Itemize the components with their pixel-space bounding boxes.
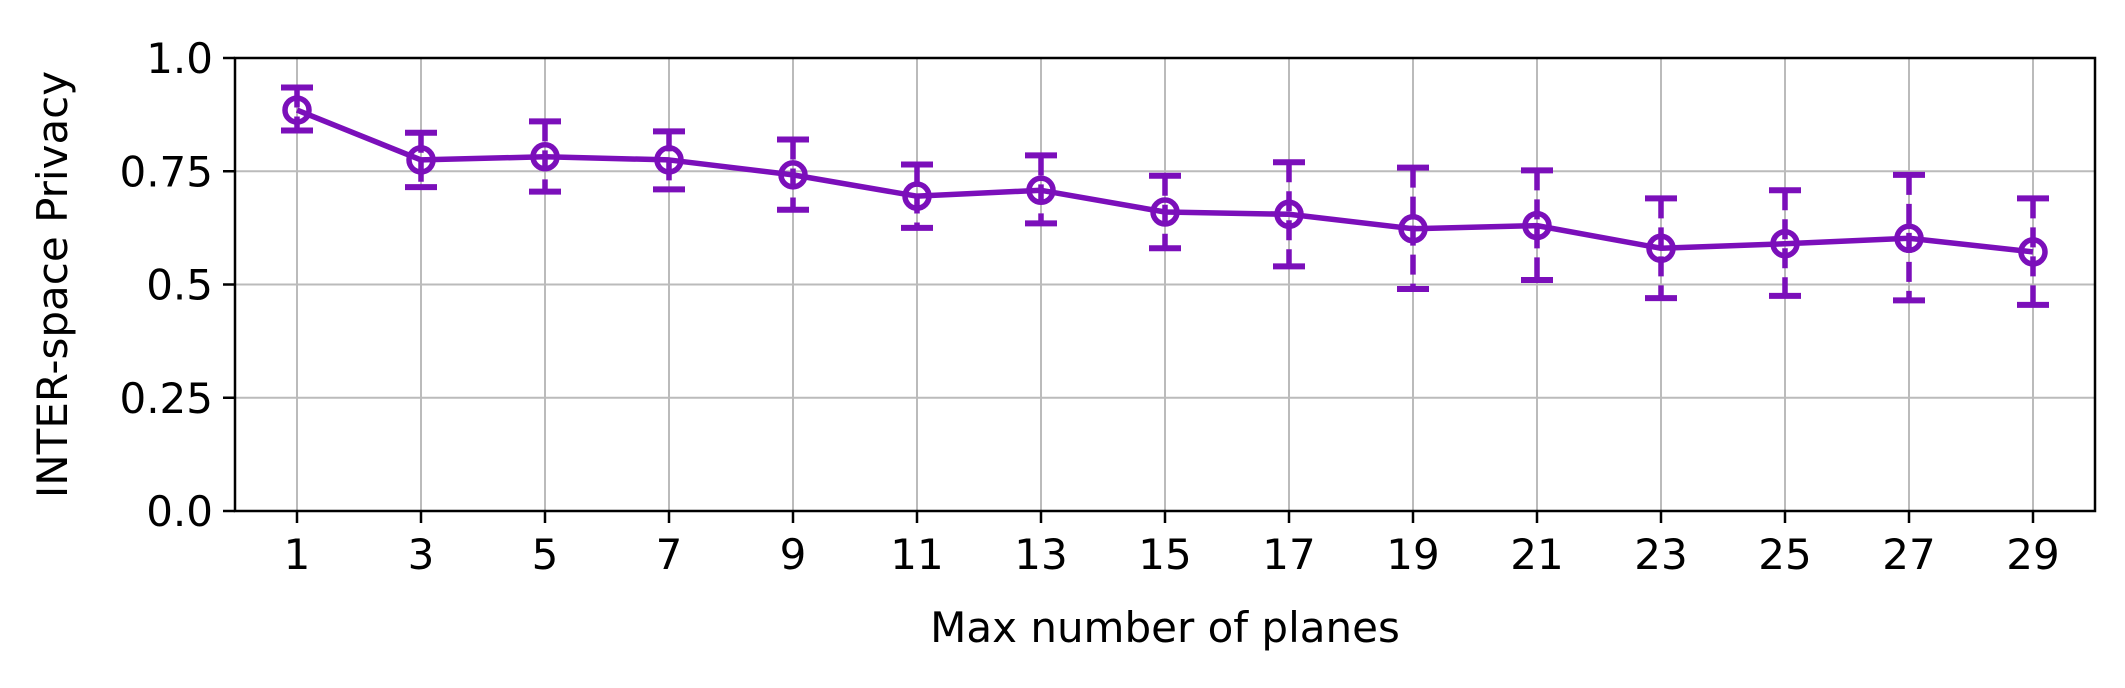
data-point-marker: [530, 142, 560, 172]
x-tick-label: 21: [1510, 530, 1563, 579]
error-bar: [405, 129, 437, 191]
data-point-marker: [1026, 175, 1056, 206]
error-bar: [1893, 171, 1925, 304]
x-tick-label: 19: [1386, 530, 1439, 579]
data-point-marker: [902, 181, 932, 211]
x-tick-label: 5: [532, 530, 559, 579]
data-point-marker: [1894, 223, 1924, 254]
data-point-marker: [1770, 228, 1800, 259]
error-bar: [901, 161, 933, 231]
x-tick-label: 9: [780, 530, 807, 579]
data-point-marker: [1646, 233, 1676, 264]
error-bar: [529, 118, 561, 195]
y-axis: 0.0 0.25 0.5 0.75 1.0: [119, 34, 235, 536]
x-tick-label: 11: [890, 530, 943, 579]
x-tick-label: 3: [408, 530, 435, 579]
y-tick-label: 0.5: [146, 261, 213, 310]
data-point-marker: [282, 95, 312, 125]
data-point-marker: [406, 145, 436, 175]
data-point-marker: [1522, 210, 1552, 241]
data-point-marker: [1274, 199, 1304, 230]
x-tick-label: 17: [1262, 530, 1315, 579]
data-point-marker: [654, 145, 684, 175]
error-bar: [1025, 152, 1057, 227]
x-tick-label: 23: [1634, 530, 1687, 579]
error-bar: [777, 136, 809, 213]
error-bar: [1273, 159, 1305, 270]
x-tick-label: 1: [284, 530, 311, 579]
x-axis: 1 3 5 7 9 11 13 15 17 19 21 23 25 27 29: [284, 511, 2060, 579]
data-point-marker: [778, 160, 808, 190]
x-axis-title: Max number of planes: [930, 603, 1400, 652]
x-tick-label: 25: [1758, 530, 1811, 579]
error-bar: [1521, 167, 1553, 283]
y-axis-title: INTER-space Privacy: [28, 71, 77, 498]
x-tick-label: 15: [1138, 530, 1191, 579]
x-tick-label: 13: [1014, 530, 1067, 579]
data-point-marker: [2018, 237, 2048, 267]
x-tick-label: 29: [2006, 530, 2059, 579]
y-tick-label: 1.0: [146, 34, 213, 83]
data-point-marker: [1150, 197, 1180, 227]
error-bar: [2017, 195, 2049, 308]
grid: [235, 57, 2095, 512]
error-bar: [653, 128, 685, 193]
y-tick-label: 0.75: [119, 147, 213, 196]
series-layer: [281, 84, 2049, 308]
x-tick-label: 27: [1882, 530, 1935, 579]
y-tick-label: 0.0: [146, 487, 213, 536]
error-bar: [1149, 172, 1181, 252]
error-bar: [1769, 187, 1801, 299]
y-tick-label: 0.25: [119, 374, 213, 423]
x-tick-label: 7: [656, 530, 683, 579]
data-point-marker: [1398, 214, 1428, 244]
error-bar: [1645, 195, 1677, 302]
error-bar: [1397, 164, 1429, 293]
